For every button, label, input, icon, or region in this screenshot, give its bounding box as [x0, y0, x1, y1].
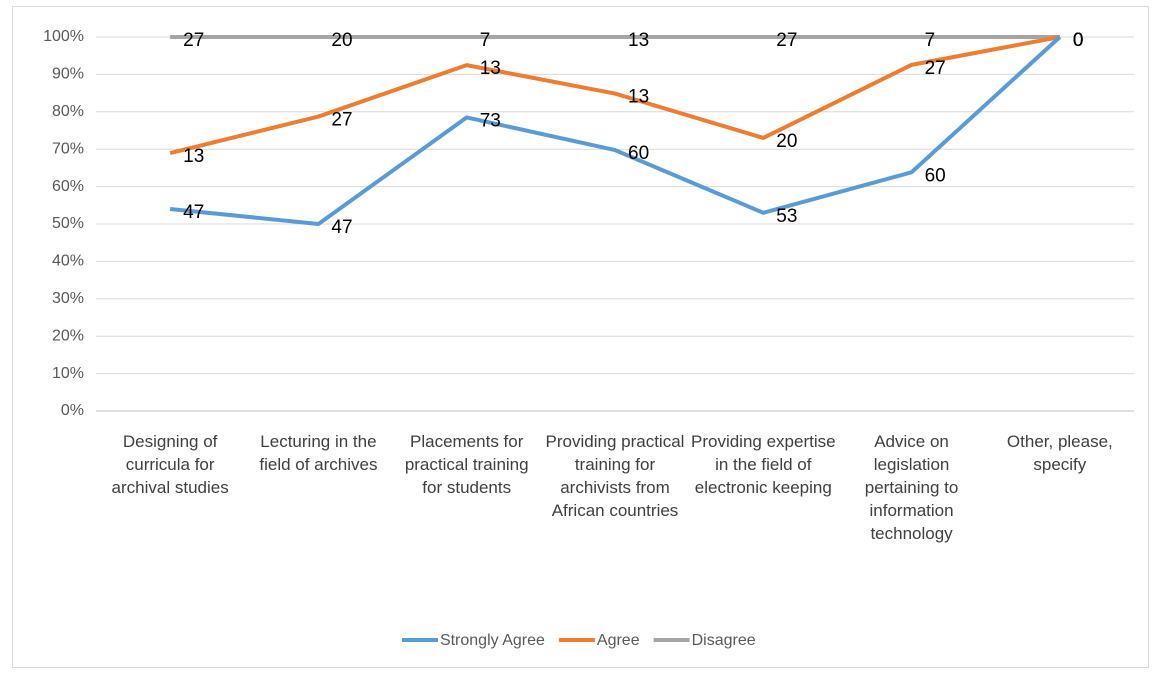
x-tick-label: Other, please, specify [1006, 432, 1113, 474]
y-tick-label: 30% [52, 290, 84, 307]
y-tick-label: 100% [43, 28, 84, 45]
y-tick-label: 70% [52, 140, 84, 157]
data-label: 7 [925, 30, 936, 51]
legend-label: Strongly Agree [440, 632, 545, 649]
data-label: 13 [628, 30, 649, 51]
series-line [169, 35, 1061, 156]
data-label: 0 [1073, 30, 1084, 51]
series-line [169, 35, 1062, 226]
data-label: 20 [331, 30, 352, 51]
data-label: 13 [183, 146, 204, 167]
y-tick-label: 0% [61, 402, 84, 419]
chart-border [12, 6, 1149, 668]
x-tick-label: Lecturing in the field of archives [259, 432, 378, 474]
data-label: 0 [1073, 30, 1084, 51]
data-label: 13 [480, 58, 501, 79]
data-label: 27 [183, 30, 204, 51]
x-tick-label: Designing of curricula for archival stud… [111, 432, 229, 497]
data-label: 60 [628, 143, 649, 164]
data-label: 27 [776, 30, 797, 51]
data-label: 7 [480, 30, 491, 51]
data-label: 20 [776, 131, 797, 152]
data-label: 53 [776, 206, 797, 227]
data-label: 47 [331, 217, 352, 238]
y-tick-label: 20% [52, 327, 84, 344]
x-tick-label: Placements for practical training for st… [404, 432, 529, 497]
data-label: 0 [1073, 30, 1084, 51]
x-tick-label: Providing practical training for archivi… [545, 432, 685, 520]
legend-label: Disagree [692, 632, 756, 649]
data-label: 60 [925, 165, 946, 186]
y-tick-label: 80% [52, 103, 84, 120]
legend-label: Agree [597, 632, 640, 649]
y-tick-label: 40% [52, 253, 84, 270]
data-label: 27 [331, 110, 352, 131]
y-tick-label: 90% [52, 66, 84, 83]
data-label: 13 [628, 87, 649, 108]
y-tick-label: 10% [52, 365, 84, 382]
x-tick-label: Advice on legislation pertaining to info… [864, 432, 959, 543]
data-label: 47 [183, 202, 204, 223]
x-tick-label: Providing expertise in the field of elec… [690, 432, 836, 497]
y-tick-label: 60% [52, 178, 84, 195]
y-tick-label: 50% [52, 215, 84, 232]
data-label: 27 [925, 58, 946, 79]
data-label: 73 [480, 110, 501, 131]
